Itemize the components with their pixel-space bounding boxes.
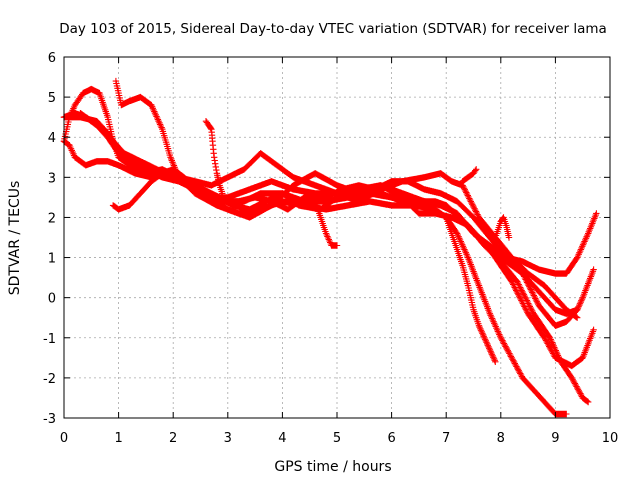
y-tick-label: 1: [48, 252, 56, 267]
x-tick-label: 8: [497, 431, 505, 446]
series-track-10: [443, 214, 499, 365]
y-tick-label: 5: [48, 91, 56, 106]
series-markers: [443, 214, 499, 365]
series-track-7: [77, 110, 581, 329]
chart-title: Day 103 of 2015, Sidereal Day-to-day VTE…: [59, 21, 607, 37]
y-tick-label: 3: [48, 171, 56, 186]
y-tick-label: -2: [43, 372, 56, 387]
series-markers: [77, 110, 581, 329]
series-track-9: [312, 198, 341, 249]
x-tick-label: 4: [278, 431, 286, 446]
series-track-1: [60, 138, 570, 418]
x-tick-label: 1: [114, 431, 122, 446]
series-track-8: [202, 118, 226, 197]
x-tick-label: 5: [333, 431, 341, 446]
series-markers: [459, 166, 480, 185]
x-tick-label: 7: [442, 431, 450, 446]
x-tick-label: 0: [60, 431, 68, 446]
data-markers: [60, 77, 600, 418]
series-markers: [312, 198, 341, 249]
y-axis-label: SDTVAR / TECUs: [7, 181, 23, 296]
series-markers: [60, 138, 570, 418]
axes: 0 1 2 3 4 5 6 7 8 9 10 -3 -2 -1 0 1 2 3 4 5 6: [43, 51, 618, 446]
series-markers: [492, 214, 513, 241]
y-tick-label: -3: [43, 412, 56, 427]
x-tick-label: 6: [387, 431, 395, 446]
chart-grid: [64, 57, 610, 418]
x-axis-label: GPS time / hours: [274, 459, 391, 475]
x-tick-label: 10: [602, 431, 619, 446]
y-tick-label: -1: [43, 332, 56, 347]
series-track-12: [492, 214, 513, 241]
x-tick-label: 3: [224, 431, 232, 446]
y-tick-label: 2: [48, 211, 56, 226]
series-track-11: [459, 166, 480, 185]
x-tick-label: 2: [169, 431, 177, 446]
x-tick-label: 9: [551, 431, 559, 446]
series-markers: [202, 118, 226, 197]
y-tick-label: 6: [48, 51, 56, 66]
y-tick-label: 0: [48, 292, 56, 307]
y-tick-label: 4: [48, 131, 56, 146]
